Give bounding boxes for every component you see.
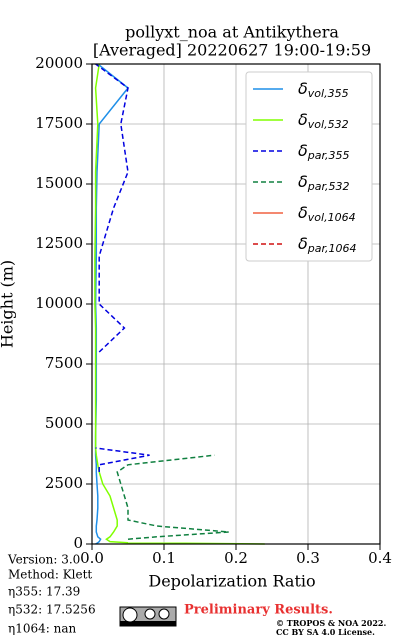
legend-label: δvol,355 — [298, 79, 349, 101]
x-tick-label: 0.1 — [152, 549, 176, 567]
y-tick-label: 2500 — [45, 474, 83, 492]
info-text: η532: 17.5256 — [8, 603, 96, 617]
legend-label: δvol,532 — [298, 110, 349, 132]
notice: Preliminary Results. — [184, 603, 333, 618]
legend-label: δpar,532 — [298, 172, 350, 194]
y-tick-label: 10000 — [35, 294, 83, 312]
chart-title: pollyxt_noa at Antikythera — [125, 23, 339, 42]
profile-line — [94, 63, 265, 545]
x-tick-label: 0.0 — [80, 549, 104, 567]
x-axis-label: Depolarization Ratio — [148, 572, 315, 591]
info-text: η355: 17.39 — [8, 585, 80, 599]
y-tick-label: 20000 — [35, 54, 83, 72]
x-tick-label: 0.2 — [224, 549, 248, 567]
y-tick-label: 7500 — [45, 354, 83, 372]
x-tick-label: 0.4 — [368, 549, 392, 567]
legend-box — [245, 71, 373, 262]
cc-logo — [119, 606, 177, 627]
info-text: Version: 3.0 — [7, 553, 80, 567]
copyright: CC BY SA 4.0 License. — [276, 627, 375, 637]
y-tick-label: 0 — [73, 534, 83, 552]
profile-line — [95, 63, 150, 472]
y-tick-label: 17500 — [35, 114, 83, 132]
info-text: η1064: nan — [8, 622, 76, 636]
info-text: Method: Klett — [8, 568, 92, 582]
y-axis-label: Height (m) — [0, 260, 17, 348]
copyright: © TROPOS & NOA 2022. — [276, 618, 386, 628]
y-tick-label: 12500 — [35, 234, 83, 252]
chart-subtitle: [Averaged] 20220627 19:00-19:59 — [93, 41, 371, 60]
profile-line — [94, 63, 130, 545]
legend-label: δpar,355 — [298, 141, 350, 163]
legend-label: δvol,1064 — [298, 203, 356, 225]
y-tick-label: 5000 — [45, 414, 83, 432]
legend-label: δpar,1064 — [298, 234, 357, 256]
profile-line — [116, 454, 229, 540]
plot-frame — [91, 63, 381, 545]
y-tick-label: 15000 — [35, 174, 83, 192]
x-tick-label: 0.3 — [296, 549, 320, 567]
